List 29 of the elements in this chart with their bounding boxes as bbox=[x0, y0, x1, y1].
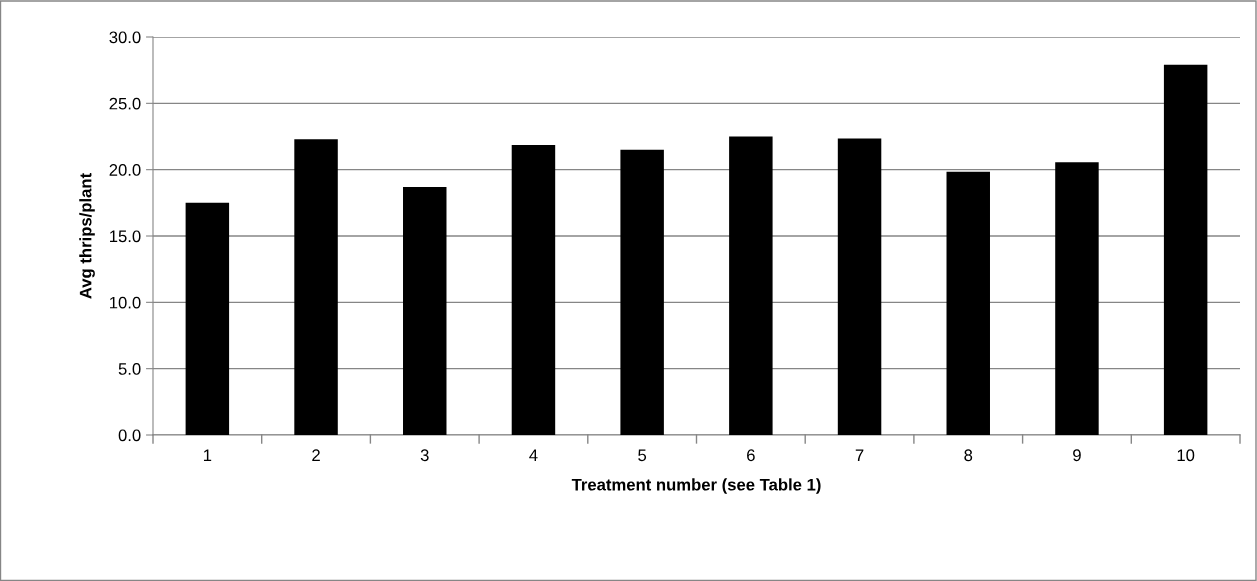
y-axis-title: Avg thrips/plant bbox=[79, 173, 95, 299]
bar bbox=[403, 186, 447, 435]
y-tick-label: 15.0 bbox=[110, 230, 141, 243]
x-axis-title: Treatment number (see Table 1) bbox=[571, 478, 821, 494]
y-tick-label: 30.0 bbox=[109, 31, 141, 44]
bar bbox=[837, 138, 882, 435]
bar bbox=[1055, 162, 1099, 435]
x-tick-label: 8 bbox=[964, 449, 973, 462]
bar bbox=[511, 145, 556, 435]
y-tick-label: 25.0 bbox=[109, 97, 141, 110]
x-tick-label: 9 bbox=[1073, 449, 1081, 462]
bar bbox=[946, 171, 990, 435]
x-tick-label: 3 bbox=[420, 449, 429, 462]
x-tick-label: 10 bbox=[1177, 449, 1195, 462]
x-tick-label: 5 bbox=[638, 449, 647, 462]
y-tick-label: 20.0 bbox=[109, 164, 141, 176]
y-tick-label: 0.0 bbox=[118, 429, 141, 442]
bar bbox=[729, 136, 773, 435]
y-tick-label: 5.0 bbox=[118, 363, 141, 375]
x-tick-label: 2 bbox=[312, 449, 320, 461]
bar bbox=[1163, 64, 1208, 435]
x-tick-label: 1 bbox=[203, 449, 212, 461]
x-tick-label: 4 bbox=[529, 449, 538, 461]
x-tick-label: 6 bbox=[747, 449, 755, 462]
bar bbox=[294, 139, 338, 435]
bar bbox=[620, 149, 664, 435]
y-tick-label: 10.0 bbox=[110, 296, 141, 309]
bar bbox=[185, 202, 230, 435]
x-tick-label: 7 bbox=[855, 449, 864, 461]
